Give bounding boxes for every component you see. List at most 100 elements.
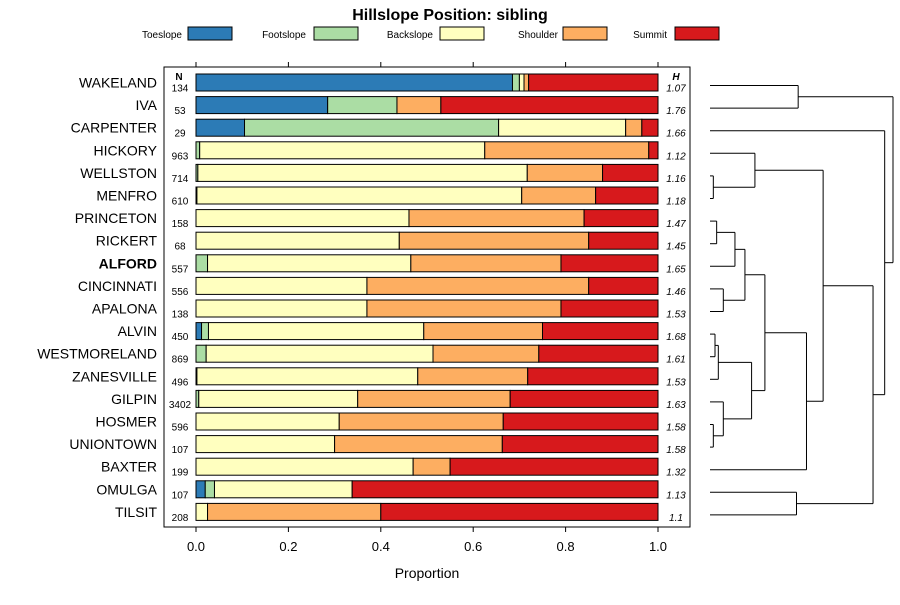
x-tick-label: 0.4 (372, 539, 390, 554)
bar-row-wakeland (195, 73, 659, 92)
bar-segment-shoulder (523, 73, 530, 92)
bar-row-gilpin (195, 389, 659, 408)
bar-segment-summit (538, 344, 659, 363)
h-value: 1.1 (669, 513, 683, 524)
bar-segment-backslope (195, 457, 414, 476)
bar-row-cincinnati (195, 276, 659, 295)
bar-segment-summit (527, 367, 659, 386)
x-axis: 0.0 0.2 0.4 0.6 0.8 1.0 (187, 527, 667, 554)
bar-segment-footslope (195, 344, 207, 363)
bar-row-princeton (195, 209, 659, 228)
n-value: 610 (172, 197, 189, 208)
bar-segment-shoulder (357, 389, 511, 408)
h-labels: 1.07 1.76 1.66 1.12 1.16 1.18 1.47 1.45 1.65 1.46… (666, 84, 686, 524)
bar-segment-backslope (213, 480, 353, 499)
bar-segment-summit (449, 457, 659, 476)
bar-segment-shoulder (412, 457, 451, 476)
bar-segment-backslope (207, 322, 425, 341)
h-value: 1.61 (666, 355, 685, 366)
bar-segment-summit (648, 141, 659, 160)
bar-segment-footslope (204, 480, 215, 499)
bar-segment-footslope (511, 73, 520, 92)
dendrogram (710, 85, 894, 516)
legend-swatch-shoulder (562, 26, 608, 41)
row-label-carpenter: CARPENTER (71, 120, 157, 136)
bar-segment-backslope (199, 141, 486, 160)
legend-label-summit: Summit (633, 30, 667, 41)
n-value: 869 (172, 355, 189, 366)
bar-segment-shoulder (396, 96, 442, 115)
bar-segment-shoulder (338, 412, 504, 431)
h-value: 1.68 (666, 332, 686, 343)
bar-row-westmoreland (195, 344, 659, 363)
n-value: 29 (174, 129, 186, 140)
bar-row-apalona (195, 299, 659, 318)
chart-title: Hillslope Position: sibling (352, 7, 548, 24)
x-tick-label: 0.2 (279, 539, 297, 554)
bar-segment-backslope (498, 118, 627, 137)
bar-segment-backslope (198, 389, 359, 408)
row-label-menfro: MENFRO (96, 188, 157, 204)
n-value: 714 (172, 174, 189, 185)
n-value: 199 (172, 468, 189, 479)
bar-segment-toeslope (195, 96, 329, 115)
bar-segment-backslope (195, 502, 209, 521)
legend-swatch-backslope (439, 26, 485, 41)
h-value: 1.63 (666, 400, 686, 411)
row-label-cincinnati: CINCINNATI (78, 278, 157, 294)
h-value: 1.53 (666, 377, 686, 388)
bar-row-rickert (195, 231, 659, 250)
n-value: 134 (172, 84, 189, 95)
n-value: 208 (172, 513, 189, 524)
bar-row-alvin (195, 322, 659, 341)
bar-segment-backslope (195, 276, 368, 295)
bar-segment-footslope (327, 96, 398, 115)
bar-segment-summit (501, 435, 659, 454)
row-label-princeton: PRINCETON (75, 210, 157, 226)
legend-label-toeslope: Toeslope (142, 30, 182, 41)
h-value: 1.18 (666, 197, 686, 208)
n-value: 158 (172, 219, 189, 230)
bar-segment-backslope (195, 299, 368, 318)
bar-segment-summit (560, 299, 659, 318)
h-value: 1.46 (666, 287, 686, 298)
bar-segment-backslope (195, 209, 410, 228)
bar-segment-shoulder (366, 299, 562, 318)
bar-segment-summit (588, 276, 659, 295)
bars (195, 73, 659, 521)
h-column-header: H (672, 72, 680, 83)
bar-segment-shoulder (417, 367, 529, 386)
bar-segment-toeslope (195, 322, 203, 341)
row-label-hickory: HICKORY (93, 142, 157, 158)
bar-segment-summit (509, 389, 659, 408)
n-value: 557 (172, 264, 189, 275)
bar-segment-shoulder (334, 435, 503, 454)
row-label-alvin: ALVIN (118, 323, 157, 339)
bar-segment-backslope (518, 73, 525, 92)
bar-row-omulga (195, 480, 659, 499)
bar-segment-summit (380, 502, 659, 521)
h-value: 1.58 (666, 445, 686, 456)
n-value: 596 (172, 423, 189, 434)
row-label-baxter: BAXTER (101, 459, 157, 475)
row-label-westmoreland: WESTMORELAND (37, 346, 157, 362)
bar-segment-footslope (244, 118, 500, 137)
bar-segment-toeslope (195, 480, 206, 499)
h-value: 1.12 (666, 151, 686, 162)
bar-segment-shoulder (526, 163, 604, 182)
bar-segment-toeslope (195, 73, 513, 92)
bar-segment-shoulder (432, 344, 540, 363)
bar-row-alford (195, 254, 659, 273)
bar-segment-backslope (207, 254, 412, 273)
bar-segment-summit (440, 96, 659, 115)
bar-segment-summit (542, 322, 659, 341)
h-value: 1.07 (666, 84, 686, 95)
x-tick-label: 0.0 (187, 539, 205, 554)
h-value: 1.66 (666, 129, 686, 140)
bar-segment-summit (351, 480, 659, 499)
row-label-gilpin: GILPIN (111, 391, 157, 407)
row-label-wellston: WELLSTON (80, 165, 157, 181)
